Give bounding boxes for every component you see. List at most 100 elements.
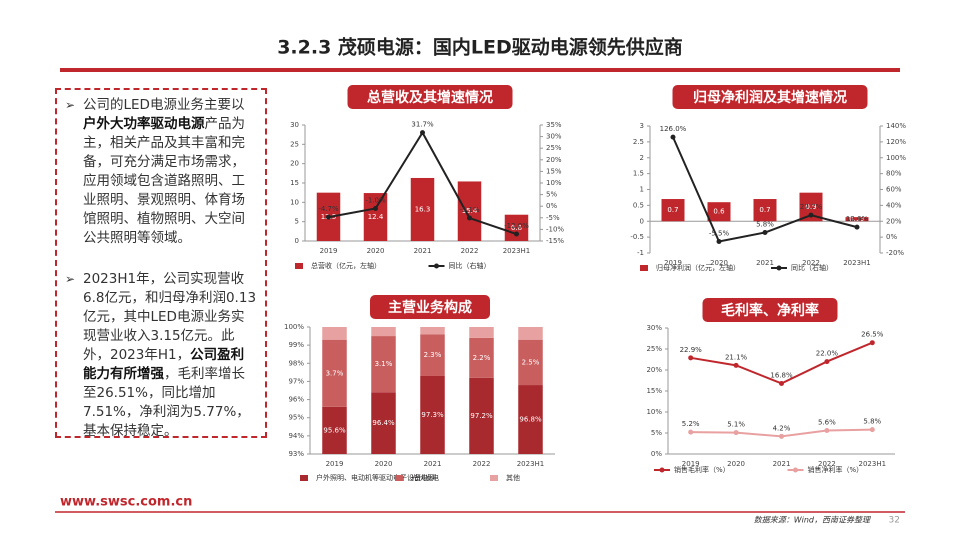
x-tick-label: 2023H1 — [517, 460, 545, 468]
text: ，毛利率增长至26.51%，同比增加7.51%，净利润为5.77%，基本保持稳定… — [83, 366, 250, 439]
y2-tick-label: 10% — [546, 179, 562, 187]
line-marker — [824, 359, 830, 365]
value-label: 26.5% — [861, 331, 884, 339]
legend-marker — [776, 265, 782, 271]
value-label: 4.2% — [773, 424, 791, 432]
y2-tick-label: -20% — [886, 249, 904, 257]
x-tick-label: 2021 — [414, 247, 432, 255]
line-marker — [824, 427, 830, 433]
x-tick-label: 2022 — [461, 247, 479, 255]
value-label: 0.13 — [849, 215, 865, 223]
x-tick-label: 2022 — [473, 460, 491, 468]
y2-tick-label: 20% — [546, 156, 562, 164]
legend-swatch — [490, 475, 498, 481]
line-marker — [779, 433, 784, 439]
legend-swatch — [640, 265, 648, 271]
bar — [469, 327, 494, 338]
legend-label: 同比（右轴） — [791, 263, 833, 272]
value-label: -1.0% — [365, 197, 386, 205]
legend-label: 总营收（亿元，左轴） — [311, 261, 381, 270]
y2-tick-label: 60% — [886, 186, 902, 194]
y-tick-label: 97% — [288, 377, 304, 385]
value-label: 6.8 — [511, 224, 522, 232]
title-rule — [60, 68, 900, 72]
y-tick-label: 99% — [288, 341, 304, 349]
y2-tick-label: 5% — [546, 191, 557, 199]
value-label: -5.5% — [709, 229, 730, 237]
bar — [504, 214, 529, 241]
y2-tick-label: -5% — [546, 214, 560, 222]
value-label: -5.1% — [459, 206, 480, 214]
y2-tick-label: 30% — [546, 133, 562, 141]
y-tick-label: 98% — [288, 359, 304, 367]
value-label: 2.5% — [522, 358, 540, 366]
value-label: 95.6% — [323, 426, 346, 434]
text: 公司的LED电源业务主要以 — [83, 97, 245, 113]
chart-title-pill — [370, 295, 490, 319]
bar — [661, 199, 685, 222]
value-label: 126.0% — [660, 125, 687, 133]
value-label: 21.1% — [725, 353, 748, 361]
slide-title: 3.2.3 茂硕电源：国内LED驱动电源领先供应商 — [277, 36, 683, 59]
bar — [707, 202, 731, 222]
chart-title-pill — [672, 85, 868, 109]
y-tick-label: 1.5 — [633, 170, 644, 178]
y-tick-label: 20 — [290, 160, 299, 168]
line-marker — [326, 214, 331, 220]
line-marker — [808, 212, 814, 218]
y-tick-label: -0.5 — [630, 233, 644, 241]
value-label: 2.3% — [424, 351, 442, 359]
bar — [845, 217, 869, 222]
line-marker — [373, 206, 378, 212]
bold-text: 公司盈利能力有所增强 — [83, 347, 245, 382]
y2-tick-label: 20% — [886, 217, 902, 225]
y2-tick-label: 0% — [546, 202, 557, 210]
legend-marker — [434, 263, 439, 269]
bar — [420, 334, 445, 376]
value-label: 96.8% — [519, 416, 542, 424]
legend-swatch — [395, 475, 403, 481]
bar — [799, 192, 823, 222]
bullet: 公司的LED电源业务主要以户外大功率驱动电源产品为主，相关产品及其丰富和完备，可… — [65, 96, 257, 248]
legend-label: 户外照明、电动机等驱动电子设备电源 — [316, 473, 435, 482]
x-tick-label: 2021 — [773, 460, 791, 468]
x-tick-label: 2019 — [320, 247, 338, 255]
y-tick-label: 95% — [288, 414, 304, 422]
y2-tick-label: 40% — [886, 201, 902, 209]
value-label: 12.6% — [846, 215, 869, 223]
text: 2023H1年，公司实现营收6.8亿元，和归母净利润0.13亿元，其中LED电源… — [83, 271, 257, 363]
y2-tick-label: 35% — [546, 121, 562, 129]
line-marker — [733, 362, 739, 368]
value-label: 3.1% — [375, 360, 393, 368]
text: 产品为主，相关产品及其丰富和完备，可充分满足市场需求，应用领域包含道路照明、工业… — [83, 116, 245, 246]
line-marker — [688, 355, 694, 361]
line-marker — [854, 224, 860, 230]
bar — [371, 336, 396, 393]
value-label: 16.8% — [770, 371, 793, 379]
y2-tick-label: -15% — [546, 237, 564, 245]
y-tick-label: 10% — [646, 408, 662, 416]
value-label: 5.1% — [727, 421, 745, 429]
y-tick-label: 0 — [640, 217, 644, 225]
line-marker — [688, 429, 694, 435]
x-tick-label: 2020 — [375, 460, 393, 468]
y-tick-label: 1 — [640, 186, 644, 194]
x-tick-label: 2019 — [326, 460, 344, 468]
bar — [322, 406, 347, 454]
bar — [518, 327, 543, 340]
line-marker — [670, 134, 676, 140]
y-tick-label: 5% — [651, 429, 662, 437]
x-tick-label: 2023H1 — [503, 247, 531, 255]
legend-label: 销售毛利率（%） — [674, 465, 730, 474]
chart-title-pill — [347, 85, 513, 109]
y2-tick-label: 15% — [546, 167, 562, 175]
x-tick-label: 2020 — [367, 247, 385, 255]
x-tick-label: 2023H1 — [843, 259, 871, 267]
y-tick-label: 5 — [295, 218, 299, 226]
value-label: 0.7 — [667, 206, 678, 214]
y-tick-label: 0.5 — [633, 201, 644, 209]
value-label: 97.3% — [421, 411, 444, 419]
value-label: 0.9 — [805, 203, 816, 211]
y-tick-label: 93% — [288, 450, 304, 458]
